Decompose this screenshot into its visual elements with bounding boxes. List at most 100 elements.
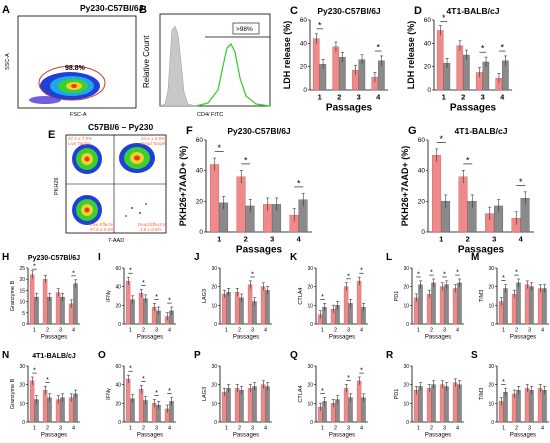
bar-salmon: [247, 284, 253, 325]
y-tick-label: 0: [214, 322, 217, 328]
x-axis-label: Passages: [41, 433, 67, 439]
chart-title: Py230-C57Bl/6J: [28, 255, 80, 262]
bar-grey: [542, 288, 547, 325]
cd4-histogram: [195, 42, 271, 107]
significance-star: *: [321, 388, 324, 395]
x-tick-label: 2: [142, 328, 145, 334]
y-axis-label: IFNγ: [106, 290, 112, 302]
y-tick-label: 0: [118, 420, 121, 426]
bar-grey: [529, 390, 534, 423]
bar-salmon: [452, 382, 458, 423]
x-tick-label: 2: [515, 328, 518, 334]
significance-star: *: [417, 271, 420, 278]
x-tick-label: 4: [72, 328, 75, 334]
x-tick-label: 3: [251, 426, 254, 432]
x-tick-label: 3: [443, 426, 446, 432]
y-tick-label: 30: [307, 266, 313, 272]
significance-star: *: [321, 294, 324, 301]
x-axis-label: Passages: [329, 433, 355, 439]
y-tick-label: 10: [19, 300, 25, 306]
y-tick-label: 40: [424, 40, 432, 47]
chart-title: 4T1-BALB/cJ: [455, 126, 508, 136]
y-tick-label: 20: [115, 303, 121, 309]
significance-star: *: [129, 366, 132, 373]
x-tick-label: 3: [528, 328, 531, 334]
bar-salmon: [458, 176, 468, 233]
chart-n: N 4T1-BALB/cJ 0 10 20 30 1 * 2 * 3 4 Passages Granzym…: [2, 350, 80, 439]
significance-star: *: [430, 270, 433, 277]
panel-label: P: [194, 350, 201, 361]
significance-star: *: [72, 270, 75, 277]
y-tick-label: 10: [403, 401, 409, 407]
significance-star: *: [251, 271, 254, 278]
x-tick-label: 4: [360, 328, 363, 334]
significance-star: *: [360, 268, 363, 275]
chart-h: H Py230-C57Bl/6J 0 5 10 15 20 25 1 * 2 3 4 * Passages G…: [2, 252, 80, 341]
x-tick-label: 4: [72, 426, 75, 432]
panel-e-title: C57Bl/6 – Py230: [88, 122, 153, 132]
significance-star: *: [168, 388, 171, 395]
bar-grey: [431, 282, 436, 325]
chart-p: P 0 10 20 30 1 2 3 4 Passages LAG3: [194, 350, 272, 439]
x-tick-label: 1: [502, 328, 505, 334]
chart-l: L 0 10 20 30 1 * 2 * 3 * 4 * Passages PD1: [386, 252, 464, 341]
panel-label: D: [414, 5, 422, 17]
bar-salmon: [138, 293, 144, 325]
x-axis-label: Passages: [233, 433, 259, 439]
significance-star: *: [168, 298, 171, 305]
significance-star: *: [376, 43, 380, 53]
y-tick-label: 5: [22, 311, 25, 317]
y-tick-label: 25: [19, 266, 25, 272]
q-bl-pct: 97.8 ± 0.5%: [90, 227, 114, 232]
significance-star: *: [347, 273, 350, 280]
x-axis-label: Passages: [137, 335, 163, 341]
significance-star: *: [155, 294, 158, 301]
panel-label: L: [386, 252, 392, 263]
q-br-pct: 1.9 ± 0.5%: [140, 227, 161, 232]
significance-star: *: [515, 270, 518, 277]
x-tick-label: 1: [417, 328, 420, 334]
y-axis-label: Granzyme B: [10, 280, 16, 311]
y-axis-label: PD1: [394, 291, 400, 302]
panel-a: A Py230-C57Bl/6J 98.8% SSC-A FSC-A: [2, 3, 144, 118]
y-tick-label: 0: [22, 420, 25, 426]
bar-salmon: [537, 288, 543, 325]
y-tick-label: 20: [300, 64, 308, 71]
x-tick-label: 1: [33, 328, 36, 334]
bar-grey: [265, 290, 270, 325]
x-tick-label: 2: [238, 328, 241, 334]
bar-grey: [265, 386, 270, 423]
y-axis-label: TIM3: [479, 290, 485, 303]
x-tick-label: 4: [541, 328, 544, 334]
significance-star: *: [519, 177, 523, 187]
y-tick-label: 20: [488, 285, 494, 291]
x-tick-label: 3: [347, 426, 350, 432]
y-tick-label: 40: [115, 383, 121, 389]
significance-star: *: [439, 134, 443, 144]
bar-salmon: [413, 297, 419, 325]
y-tick-label: 0: [118, 322, 121, 328]
bar-salmon: [42, 279, 48, 325]
y-tick-label: 0: [22, 322, 25, 328]
y-tick-label: 20: [424, 64, 432, 71]
significance-star: *: [318, 20, 322, 30]
bar-grey: [503, 391, 508, 423]
significance-star: *: [502, 379, 505, 386]
chart-c: C Py230-C57Bl/6J 0 20 40 60 1 * 2 3 4 * Passages LDH …: [282, 5, 388, 114]
significance-star: *: [456, 270, 459, 277]
significance-star: *: [443, 271, 446, 278]
bar-grey: [463, 54, 470, 91]
chart-m: M 0 10 20 30 1 * 2 * 3 4 Passages TIM3: [471, 252, 549, 341]
y-tick-label: 60: [300, 17, 308, 24]
bar-grey: [73, 393, 78, 423]
bar-salmon: [537, 388, 543, 423]
x-tick-label: 2: [515, 426, 518, 432]
bar-salmon: [413, 390, 419, 423]
panel-label: G: [408, 125, 417, 137]
x-tick-label: 4: [168, 426, 171, 432]
bar-grey: [239, 297, 244, 325]
bar-grey: [431, 384, 436, 423]
y-tick-label: 60: [424, 17, 432, 24]
significance-star: *: [360, 368, 363, 375]
